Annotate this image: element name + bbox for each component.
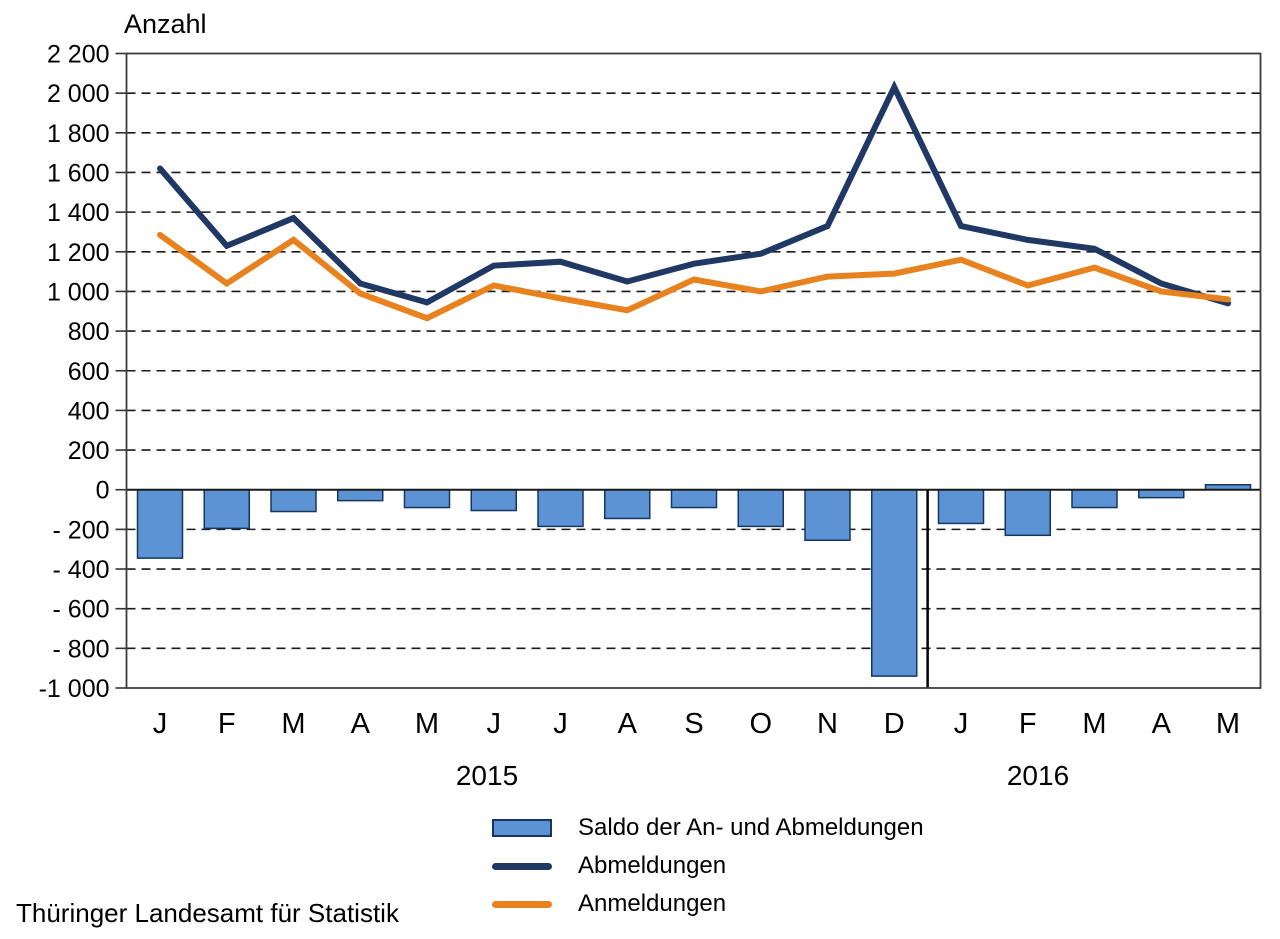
y-axis-tick-label: 800 [68,318,110,346]
y-axis-tick-label: 1 600 [47,159,110,187]
saldo-bar [337,488,384,502]
y-axis-tick-label: - 400 [53,556,110,584]
legend-item-anmeldungen: Anmeldungen [492,890,924,918]
y-axis-tick-label: 200 [68,437,110,465]
legend-label-abmeldungen: Abmeldungen [578,852,727,879]
y-axis-tick-label: 1 200 [47,239,110,267]
x-axis-month-label: J [487,708,502,740]
saldo-bar [871,488,918,677]
source-attribution: Thüringer Landesamt für Statistik [16,898,399,928]
saldo-bar [804,488,851,542]
saldo-bar [1138,488,1185,499]
y-axis-tick-label: - 200 [53,516,110,544]
legend-item-saldo: Saldo der An- und Abmeldungen [492,814,924,842]
saldo-bar [470,488,517,512]
saldo-bar [737,488,784,528]
legend-label-anmeldungen: Anmeldungen [578,890,727,917]
legend-item-abmeldungen: Abmeldungen [492,852,924,880]
y-axis-tick-label: - 600 [53,596,110,624]
abmeldungen-line [157,80,1231,307]
y-axis-tick-label: 0 [96,477,110,505]
y-axis-tick-label: -1 000 [39,675,110,703]
saldo-bar [1004,488,1051,537]
x-axis-month-label: F [1019,708,1037,740]
x-axis-month-label: J [153,708,168,740]
x-axis-month-label: M [415,708,439,740]
x-axis-month-label: S [684,708,703,740]
x-axis-month-label: A [351,708,371,740]
saldo-bar-swatch-icon [492,819,552,837]
y-axis-tick-label: 1 800 [47,120,110,148]
y-axis-tick-label: 1 400 [47,199,110,227]
legend-label-saldo: Saldo der An- und Abmeldungen [578,814,924,841]
legend: Saldo der An- und Abmeldungen Abmeldunge… [492,814,924,918]
x-axis-month-label: A [1152,708,1172,740]
saldo-bar [670,488,718,509]
x-axis-month-label: J [954,708,969,740]
x-axis-year-2015: 2015 [455,760,519,791]
saldo-bar [270,488,317,513]
y-axis-tick-label: 2 200 [47,41,110,69]
y-axis-tick-label: - 800 [53,635,110,663]
x-axis-month-label: M [1216,708,1240,740]
anmeldungen-line [157,231,1231,322]
saldo-bar [203,488,250,530]
y-axis-title: Anzahl [124,9,207,39]
saldo-bar [1071,488,1118,509]
x-axis-year-2016: 2016 [1006,760,1070,791]
x-axis-month-label: J [553,708,568,740]
anmeldungen-line-swatch-icon [492,900,552,908]
x-axis-month-label: M [1082,708,1106,740]
saldo-bar [537,488,584,528]
x-axis-month-label: O [749,708,772,740]
y-axis-tick-label: 1 000 [47,278,110,306]
saldo-bar [403,488,451,509]
x-axis-month-label: A [618,708,638,740]
x-axis-month-label: M [281,708,305,740]
y-axis-tick-label: 400 [68,397,110,425]
plot-frame [125,52,1262,689]
x-axis-month-label: D [884,708,905,740]
saldo-bar [937,488,985,525]
y-axis-tick-label: 600 [68,358,110,386]
abmeldungen-line-swatch-icon [492,862,552,870]
x-axis-month-label: N [817,708,838,740]
saldo-bar [136,488,184,559]
y-axis-tick-label: 2 000 [47,80,110,108]
saldo-bar [604,488,651,520]
x-axis-month-label: F [218,708,236,740]
